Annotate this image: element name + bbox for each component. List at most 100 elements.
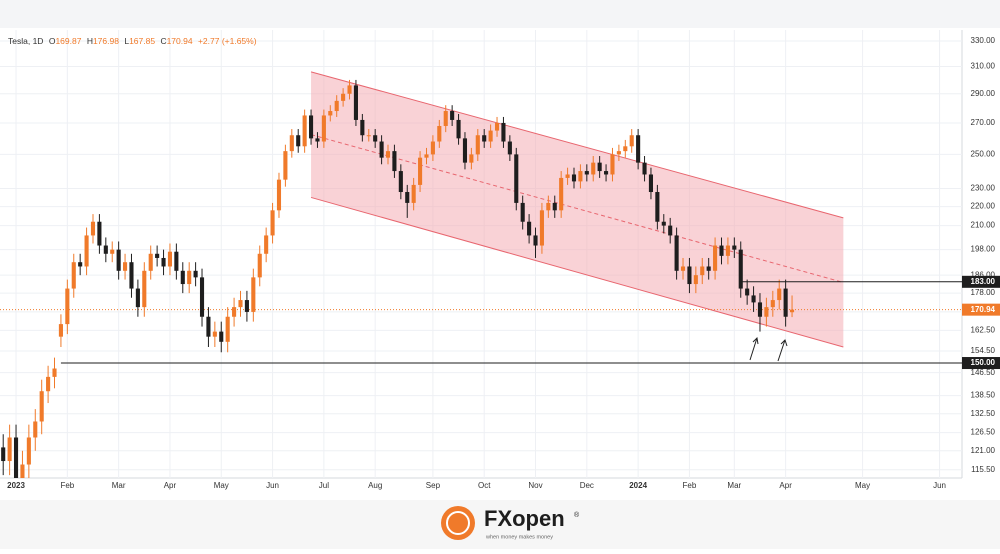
y-tick-label: 132.50 bbox=[971, 409, 996, 418]
candle-body bbox=[212, 331, 217, 337]
candle-body bbox=[591, 162, 596, 175]
y-tick-label: 310.00 bbox=[971, 62, 996, 71]
candle-body bbox=[174, 251, 179, 271]
candle-body bbox=[373, 135, 378, 142]
arrow-head bbox=[780, 339, 788, 347]
candle-body bbox=[668, 225, 673, 236]
candle-body bbox=[328, 111, 333, 116]
candle-body bbox=[488, 130, 493, 142]
candle-body bbox=[456, 119, 461, 139]
candle-body bbox=[129, 262, 134, 289]
x-tick-label: 2024 bbox=[629, 481, 647, 490]
arrow bbox=[777, 339, 786, 362]
candle-body bbox=[789, 309, 795, 313]
arrow-head bbox=[752, 336, 759, 345]
legend-text: Tesla, 1D O169.87 H176.98 L167.85 C170.9… bbox=[8, 36, 257, 46]
candle-body bbox=[494, 122, 500, 131]
y-tick-label: 230.00 bbox=[971, 184, 996, 193]
level-label-bg bbox=[962, 357, 1000, 370]
high-prefix: H bbox=[87, 36, 93, 46]
y-tick-label: 250.00 bbox=[971, 149, 996, 158]
candle-body bbox=[604, 171, 609, 175]
y-tick-label: 154.50 bbox=[971, 346, 996, 355]
x-tick-label: Oct bbox=[478, 481, 491, 490]
candle-body bbox=[135, 288, 140, 308]
low-prefix: L bbox=[124, 36, 129, 46]
candle-body bbox=[251, 277, 256, 312]
candle-body bbox=[206, 316, 211, 337]
candle-body bbox=[597, 162, 602, 172]
candle-body bbox=[276, 179, 282, 211]
candle-body bbox=[13, 437, 19, 478]
candle-body bbox=[296, 135, 301, 147]
candle-body bbox=[636, 135, 641, 163]
candle-body bbox=[289, 135, 294, 152]
candle-body bbox=[584, 171, 589, 175]
candle-body bbox=[430, 141, 435, 155]
candle-body bbox=[308, 115, 314, 139]
arrow bbox=[749, 337, 758, 361]
candle-body bbox=[642, 162, 647, 175]
candle-body bbox=[366, 135, 371, 137]
candle-body bbox=[1, 447, 6, 462]
symbol: Tesla, 1D bbox=[8, 36, 43, 46]
candle-body bbox=[719, 245, 724, 256]
candle-body bbox=[52, 368, 57, 377]
candle-body bbox=[244, 300, 249, 312]
close-value: 170.94 bbox=[167, 36, 193, 46]
candle-body bbox=[360, 119, 365, 136]
candle-body bbox=[26, 437, 31, 465]
candle-body bbox=[199, 277, 205, 317]
y-tick-label: 330.00 bbox=[971, 36, 996, 45]
candle-body bbox=[713, 245, 718, 271]
y-tick-label: 178.00 bbox=[971, 288, 996, 297]
candle-body bbox=[443, 111, 448, 126]
candle-body bbox=[655, 192, 660, 222]
candle-body bbox=[610, 154, 615, 175]
tagline: when money makes money bbox=[485, 534, 553, 540]
x-tick-label: Apr bbox=[164, 481, 177, 490]
candle-body bbox=[334, 100, 339, 112]
open-prefix: O bbox=[49, 36, 56, 46]
candle-body bbox=[501, 122, 506, 142]
candle-body bbox=[527, 221, 532, 236]
candle-body bbox=[84, 235, 89, 267]
candle-body bbox=[341, 93, 346, 101]
x-tick-label: Apr bbox=[779, 481, 792, 490]
candle-body bbox=[565, 174, 570, 178]
candle-body bbox=[757, 302, 763, 317]
close-prefix: C bbox=[160, 36, 166, 46]
candle-body bbox=[552, 202, 557, 211]
logo-emblem bbox=[446, 511, 470, 535]
candle-body bbox=[264, 235, 269, 254]
candle-body bbox=[732, 245, 737, 250]
candle-body bbox=[783, 288, 788, 317]
x-tick-label: Sep bbox=[426, 481, 441, 490]
arrows bbox=[749, 336, 788, 362]
candle-body bbox=[411, 184, 416, 203]
footer-band bbox=[0, 500, 1000, 549]
y-tick-label: 121.00 bbox=[971, 446, 996, 455]
candle-body bbox=[475, 135, 480, 155]
change: +2.77 (+1.65%) bbox=[198, 36, 257, 46]
candle-body bbox=[661, 221, 666, 226]
x-tick-label: Jul bbox=[319, 481, 329, 490]
y-tick-label: 270.00 bbox=[971, 118, 996, 127]
channel-lower bbox=[310, 196, 844, 348]
plot bbox=[0, 71, 962, 478]
candle-body bbox=[123, 262, 128, 271]
candle-body bbox=[71, 262, 76, 289]
candle-body bbox=[347, 85, 352, 94]
x-tick-label: Jun bbox=[266, 481, 279, 490]
x-tick-label: Jun bbox=[933, 481, 946, 490]
candle-body bbox=[46, 376, 51, 392]
candle-body bbox=[533, 235, 538, 246]
candle-body bbox=[738, 249, 743, 289]
x-tick-label: Mar bbox=[727, 481, 741, 490]
candle-body bbox=[180, 270, 185, 285]
candle-body bbox=[302, 115, 307, 147]
candle-body bbox=[270, 210, 275, 236]
candle-body bbox=[238, 300, 243, 308]
candle-body bbox=[187, 270, 192, 285]
